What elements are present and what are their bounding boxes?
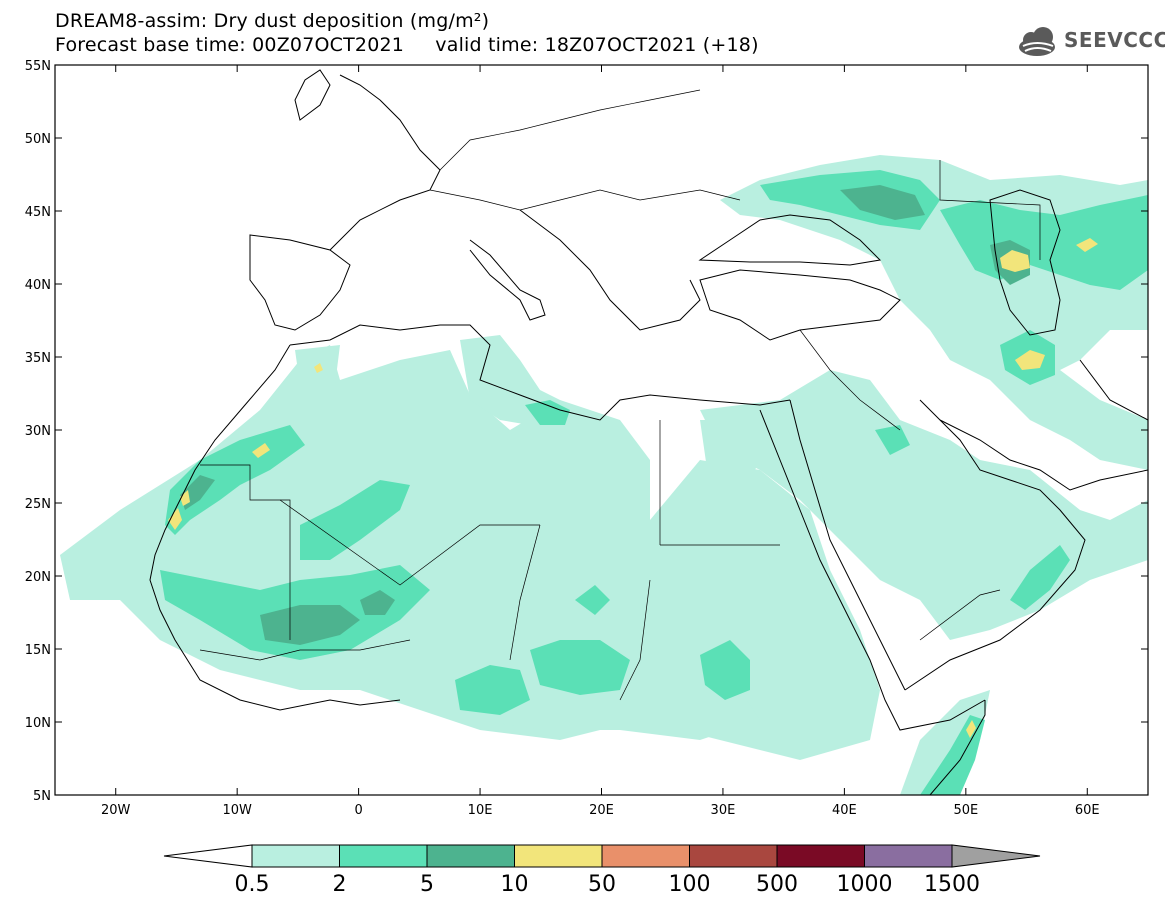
lon-tick-label: 0	[354, 803, 362, 818]
colorbar-swatch	[864, 844, 953, 868]
border-saudi-yemen	[919, 589, 1001, 641]
colorbar-swatch	[514, 844, 603, 868]
field-somalia-yellow	[966, 720, 976, 738]
lat-tick-label: 55N	[25, 59, 51, 74]
field-libya-medium	[525, 400, 570, 425]
border-mauritania	[200, 464, 291, 640]
field-morocco2-yellow	[314, 363, 323, 373]
coast-italy	[469, 239, 546, 321]
lon-tick-label: 30E	[711, 803, 736, 818]
field-wsahara-medium	[165, 425, 305, 535]
lat-tick-label: 5N	[33, 789, 51, 804]
lat-tick-label: 40N	[25, 278, 51, 293]
colorbar-label: 1000	[837, 872, 893, 897]
lat-axis: 55N 50N 45N 40N 35N 30N 25N 20N 15N 10N 5N	[25, 59, 1148, 804]
colorbar-swatch	[776, 844, 865, 868]
field-turkmen-yellow	[1015, 350, 1045, 370]
colorbar-over-triangle	[951, 844, 1041, 868]
coast-horn	[929, 700, 986, 795]
field-russia-dark	[840, 185, 925, 220]
colorbar-label: 2	[333, 872, 347, 897]
border-algeria-mali	[279, 499, 540, 586]
cloud-icon	[1019, 27, 1055, 56]
lon-axis: 20W 10W 0 10E 20E 30E 40E 50E 60E	[101, 65, 1100, 818]
colorbar-label: 100	[669, 872, 711, 897]
coast-caspian	[989, 189, 1061, 336]
field-caspian-yellow	[1000, 250, 1030, 272]
colorbar-label: 1500	[924, 872, 980, 897]
lon-tick-label: 20W	[101, 803, 131, 818]
seevccc-logo	[1019, 27, 1055, 56]
field-caspian2-yellow	[1076, 238, 1098, 252]
coast-red-sea	[759, 409, 986, 731]
coast-turkey	[699, 269, 901, 341]
lat-tick-label: 10N	[25, 716, 51, 731]
field-morocco-yellow	[252, 443, 270, 458]
lat-tick-label: 15N	[25, 643, 51, 658]
colorbar-swatch	[689, 844, 778, 868]
lon-tick-label: 50E	[953, 803, 978, 818]
field-saudi-medium	[875, 425, 910, 455]
colorbar-label: 10	[501, 872, 529, 897]
logo-text: SEEVCCC	[1064, 28, 1165, 52]
border-chad-niger	[509, 524, 541, 661]
colorbar-swatch	[339, 844, 428, 868]
colorbar-label: 500	[756, 872, 798, 897]
lat-tick-label: 20N	[25, 570, 51, 585]
map-title: DREAM8-assim: Dry dust deposition (mg/m²…	[55, 10, 490, 32]
coast-africa-north	[289, 324, 791, 421]
colorbar-swatch	[251, 844, 340, 868]
colorbar-under-triangle	[163, 844, 253, 868]
lat-tick-label: 25N	[25, 497, 51, 512]
lat-tick-label: 45N	[25, 205, 51, 220]
field-mali-dark	[360, 590, 395, 615]
lon-tick-label: 10W	[222, 803, 252, 818]
dust-fields	[60, 155, 1148, 795]
lat-tick-label: 30N	[25, 424, 51, 439]
colorbar-label: 5	[420, 872, 434, 897]
coast-gulf	[939, 419, 1148, 491]
colorbar-swatch	[426, 844, 515, 868]
field-mauritania-medium	[300, 480, 410, 560]
lon-tick-label: 10E	[468, 803, 493, 818]
field-sudan-medium	[700, 640, 750, 700]
coast-europe	[329, 74, 441, 251]
coast-arabia	[904, 399, 1086, 691]
field-niger-medium	[455, 665, 530, 715]
coast-balkans	[519, 209, 701, 331]
lon-tick-label: 60E	[1075, 803, 1100, 818]
map-subtitle-times: Forecast base time: 00Z07OCT2021 valid t…	[55, 34, 759, 56]
colorbar: 0.5 2 5 10 50 100 500 1000 1500	[163, 844, 1041, 897]
border-europe-central	[429, 189, 741, 211]
lon-tick-label: 40E	[832, 803, 857, 818]
field-nile-light	[700, 420, 760, 500]
field-sahel-dark	[260, 605, 360, 645]
field-wsahara-yellow	[168, 508, 182, 530]
colorbar-swatch	[601, 844, 690, 868]
field-oman-medium	[1010, 545, 1070, 610]
border-russia-kaz	[939, 160, 1041, 260]
border-europe-north	[439, 89, 701, 171]
coast-red-sea-east	[789, 399, 906, 691]
coast-africa-west	[149, 344, 401, 711]
field-chad-north-medium	[575, 585, 610, 615]
coastlines	[149, 69, 1148, 795]
map-area	[60, 69, 1148, 795]
lat-tick-label: 35N	[25, 351, 51, 366]
coast-black-sea	[698, 214, 882, 266]
border-sudan-chad	[619, 579, 651, 701]
lon-tick-label: 20E	[589, 803, 614, 818]
border-iraq-syria	[799, 329, 901, 431]
border-sahel-states	[199, 639, 411, 661]
lat-tick-label: 50N	[25, 132, 51, 147]
field-wsahara2-yellow	[180, 490, 190, 506]
field-chad-medium	[530, 640, 630, 695]
coast-iran	[1079, 359, 1148, 421]
colorbar-label: 0.5	[235, 872, 270, 897]
coast-uk	[294, 69, 331, 121]
coast-iberia	[249, 234, 351, 331]
colorbar-label: 50	[588, 872, 616, 897]
country-borders	[199, 89, 1041, 701]
